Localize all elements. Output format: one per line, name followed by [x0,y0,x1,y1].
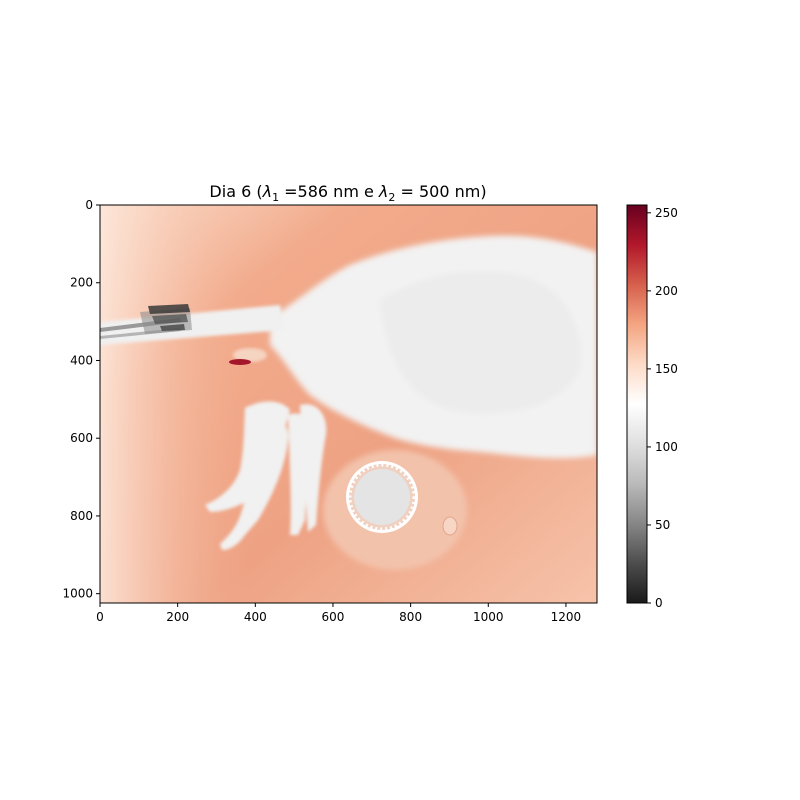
chart-title: Dia 6 (λ1 =586 nm e λ2 = 500 nm) [209,182,486,204]
y-tick-label: 1000 [62,587,93,601]
colorbar-tick-label: 0 [655,596,663,610]
y-tick-label: 400 [70,353,93,367]
target-ring [323,450,467,570]
x-tick-label: 1200 [551,610,582,624]
x-tick-label: 200 [166,610,189,624]
colorbar-tick-label: 150 [655,362,678,376]
colorbar-tick-label: 50 [655,518,670,532]
colorbar-tick-label: 250 [655,206,678,220]
y-tick-label: 800 [70,509,93,523]
y-axis: 0 200 400 600 800 1000 [62,198,100,601]
x-tick-label: 400 [244,610,267,624]
colorbar-axis: 0 50 100 150 200 250 [647,206,678,610]
colorbar-tick-label: 100 [655,440,678,454]
y-tick-label: 0 [85,198,93,212]
x-tick-label: 600 [322,610,345,624]
y-tick-label: 600 [70,431,93,445]
heatmap-image [100,205,597,603]
x-tick-label: 1000 [473,610,504,624]
y-tick-label: 200 [70,276,93,290]
colorbar [626,204,648,604]
x-tick-label: 0 [96,610,104,624]
colorbar-tick-label: 200 [655,284,678,298]
hotspot [229,348,267,365]
tube [100,304,285,345]
x-axis: 0 200 400 600 800 1000 1200 [96,603,581,624]
plot-frame [99,204,598,604]
legs [205,401,327,550]
x-tick-label: 800 [399,610,422,624]
